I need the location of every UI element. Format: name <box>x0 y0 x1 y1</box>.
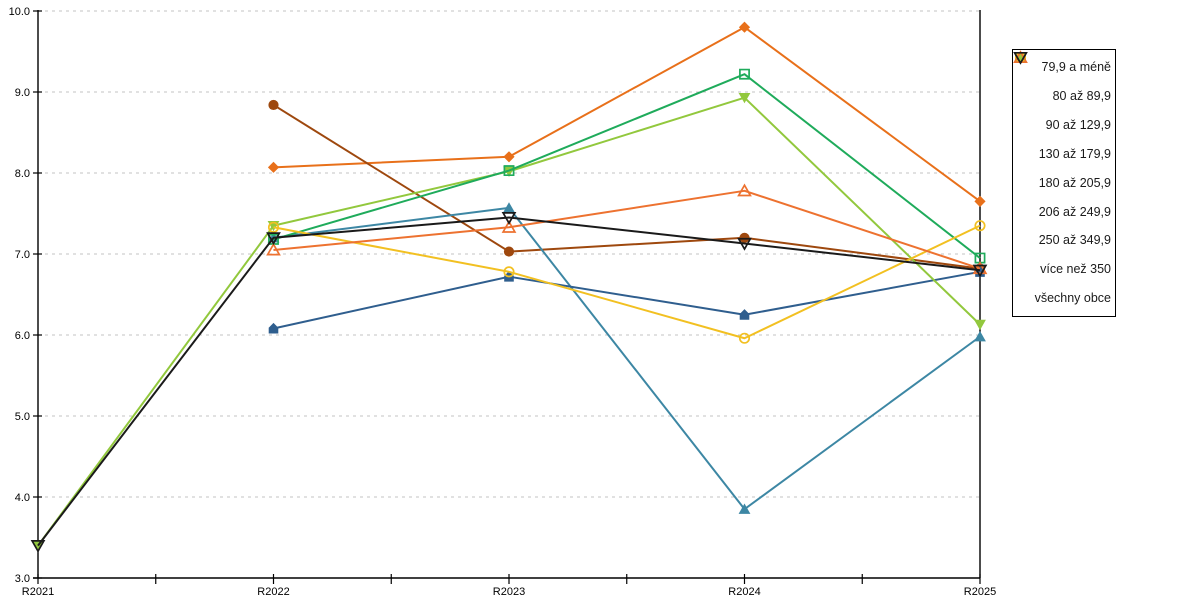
square-marker <box>739 68 750 80</box>
pentagon-marker <box>268 322 279 334</box>
legend-label: 79,9 a méně <box>1041 60 1112 75</box>
y-tick-label: 10.0 <box>9 6 30 18</box>
circle-marker <box>974 220 986 232</box>
legend-label: 250 až 349,9 <box>1038 233 1111 248</box>
diamond-marker <box>503 151 515 163</box>
x-tick-label: R2024 <box>728 586 760 598</box>
diamond-marker <box>267 161 280 173</box>
triangle-down-marker <box>738 92 751 104</box>
triangle-up-marker <box>501 219 517 233</box>
pentagon-marker <box>739 309 750 320</box>
triangle-down-marker <box>737 237 752 251</box>
square-marker <box>268 233 279 245</box>
legend-label: 206 až 249,9 <box>1038 204 1111 219</box>
legend-item: 79,9 a méně <box>1013 51 1115 81</box>
series-line <box>37 96 981 547</box>
series-line <box>273 206 981 511</box>
y-tick-label: 4.0 <box>15 492 30 504</box>
circle-marker <box>503 246 515 257</box>
triangle-down-marker <box>30 540 46 553</box>
legend-item: 130 až 179,9 <box>1013 51 1115 168</box>
legend-item: více než 350 <box>1013 50 1115 283</box>
x-tick-label: R2023 <box>493 586 525 598</box>
square-marker <box>974 252 986 264</box>
legend: 79,9 a méně 80 až 89,9 90 až 129,9 130 až 1… <box>1012 49 1116 317</box>
circle-marker <box>503 266 515 278</box>
legend-item: 80 až 89,9 <box>1013 52 1115 110</box>
y-tick-label: 6.0 <box>15 330 30 342</box>
triangle-down-marker <box>32 540 44 552</box>
series-line <box>273 26 981 203</box>
circle-marker <box>738 332 751 344</box>
triangle-down-marker <box>1013 51 1028 65</box>
circle-marker <box>268 99 279 111</box>
y-tick-label: 7.0 <box>15 249 30 261</box>
series-line <box>272 104 981 270</box>
legend-item: všechny obce <box>1013 51 1115 312</box>
legend-label: více než 350 <box>1040 262 1111 277</box>
legend-item: 250 až 349,9 <box>1013 51 1115 254</box>
legend-label: 130 až 179,9 <box>1038 146 1111 161</box>
y-tick-label: 8.0 <box>15 168 30 180</box>
legend-marker-triangle-down <box>1013 51 1028 65</box>
x-tick-label: R2021 <box>22 586 54 598</box>
triangle-up-marker <box>266 242 281 256</box>
legend-item: 180 až 205,9 <box>1013 52 1115 196</box>
diamond-marker <box>738 21 751 33</box>
series-line <box>273 73 981 259</box>
series-line <box>273 189 981 270</box>
legend-label: 80 až 89,9 <box>1052 89 1111 104</box>
y-tick-label: 5.0 <box>15 411 30 423</box>
x-tick-label: R2025 <box>964 586 996 598</box>
triangle-up-marker <box>974 331 986 342</box>
triangle-down-marker <box>266 232 281 246</box>
circle-marker <box>267 221 280 233</box>
x-tick-label: R2022 <box>257 586 289 598</box>
legend-item: 90 až 129,9 <box>1013 51 1115 139</box>
triangle-up-marker <box>503 202 515 213</box>
triangle-up-marker <box>972 261 988 275</box>
y-tick-label: 3.0 <box>15 573 30 585</box>
legend-item: 206 až 249,9 <box>1013 52 1115 225</box>
legend-label: 180 až 205,9 <box>1038 175 1111 190</box>
y-tick-label: 9.0 <box>15 87 30 99</box>
circle-marker <box>739 232 750 243</box>
triangle-down-marker <box>974 319 986 331</box>
legend-label: všechny obce <box>1034 291 1111 306</box>
triangle-up-marker <box>737 183 752 197</box>
triangle-up-marker <box>738 503 751 514</box>
square-marker <box>503 165 515 177</box>
legend-label: 90 až 129,9 <box>1045 117 1111 132</box>
triangle-down-marker <box>972 264 988 278</box>
series-line <box>273 270 981 330</box>
series-line <box>273 224 981 340</box>
series-line <box>37 216 981 547</box>
triangle-down-marker <box>501 212 517 225</box>
diamond-marker <box>974 195 986 207</box>
